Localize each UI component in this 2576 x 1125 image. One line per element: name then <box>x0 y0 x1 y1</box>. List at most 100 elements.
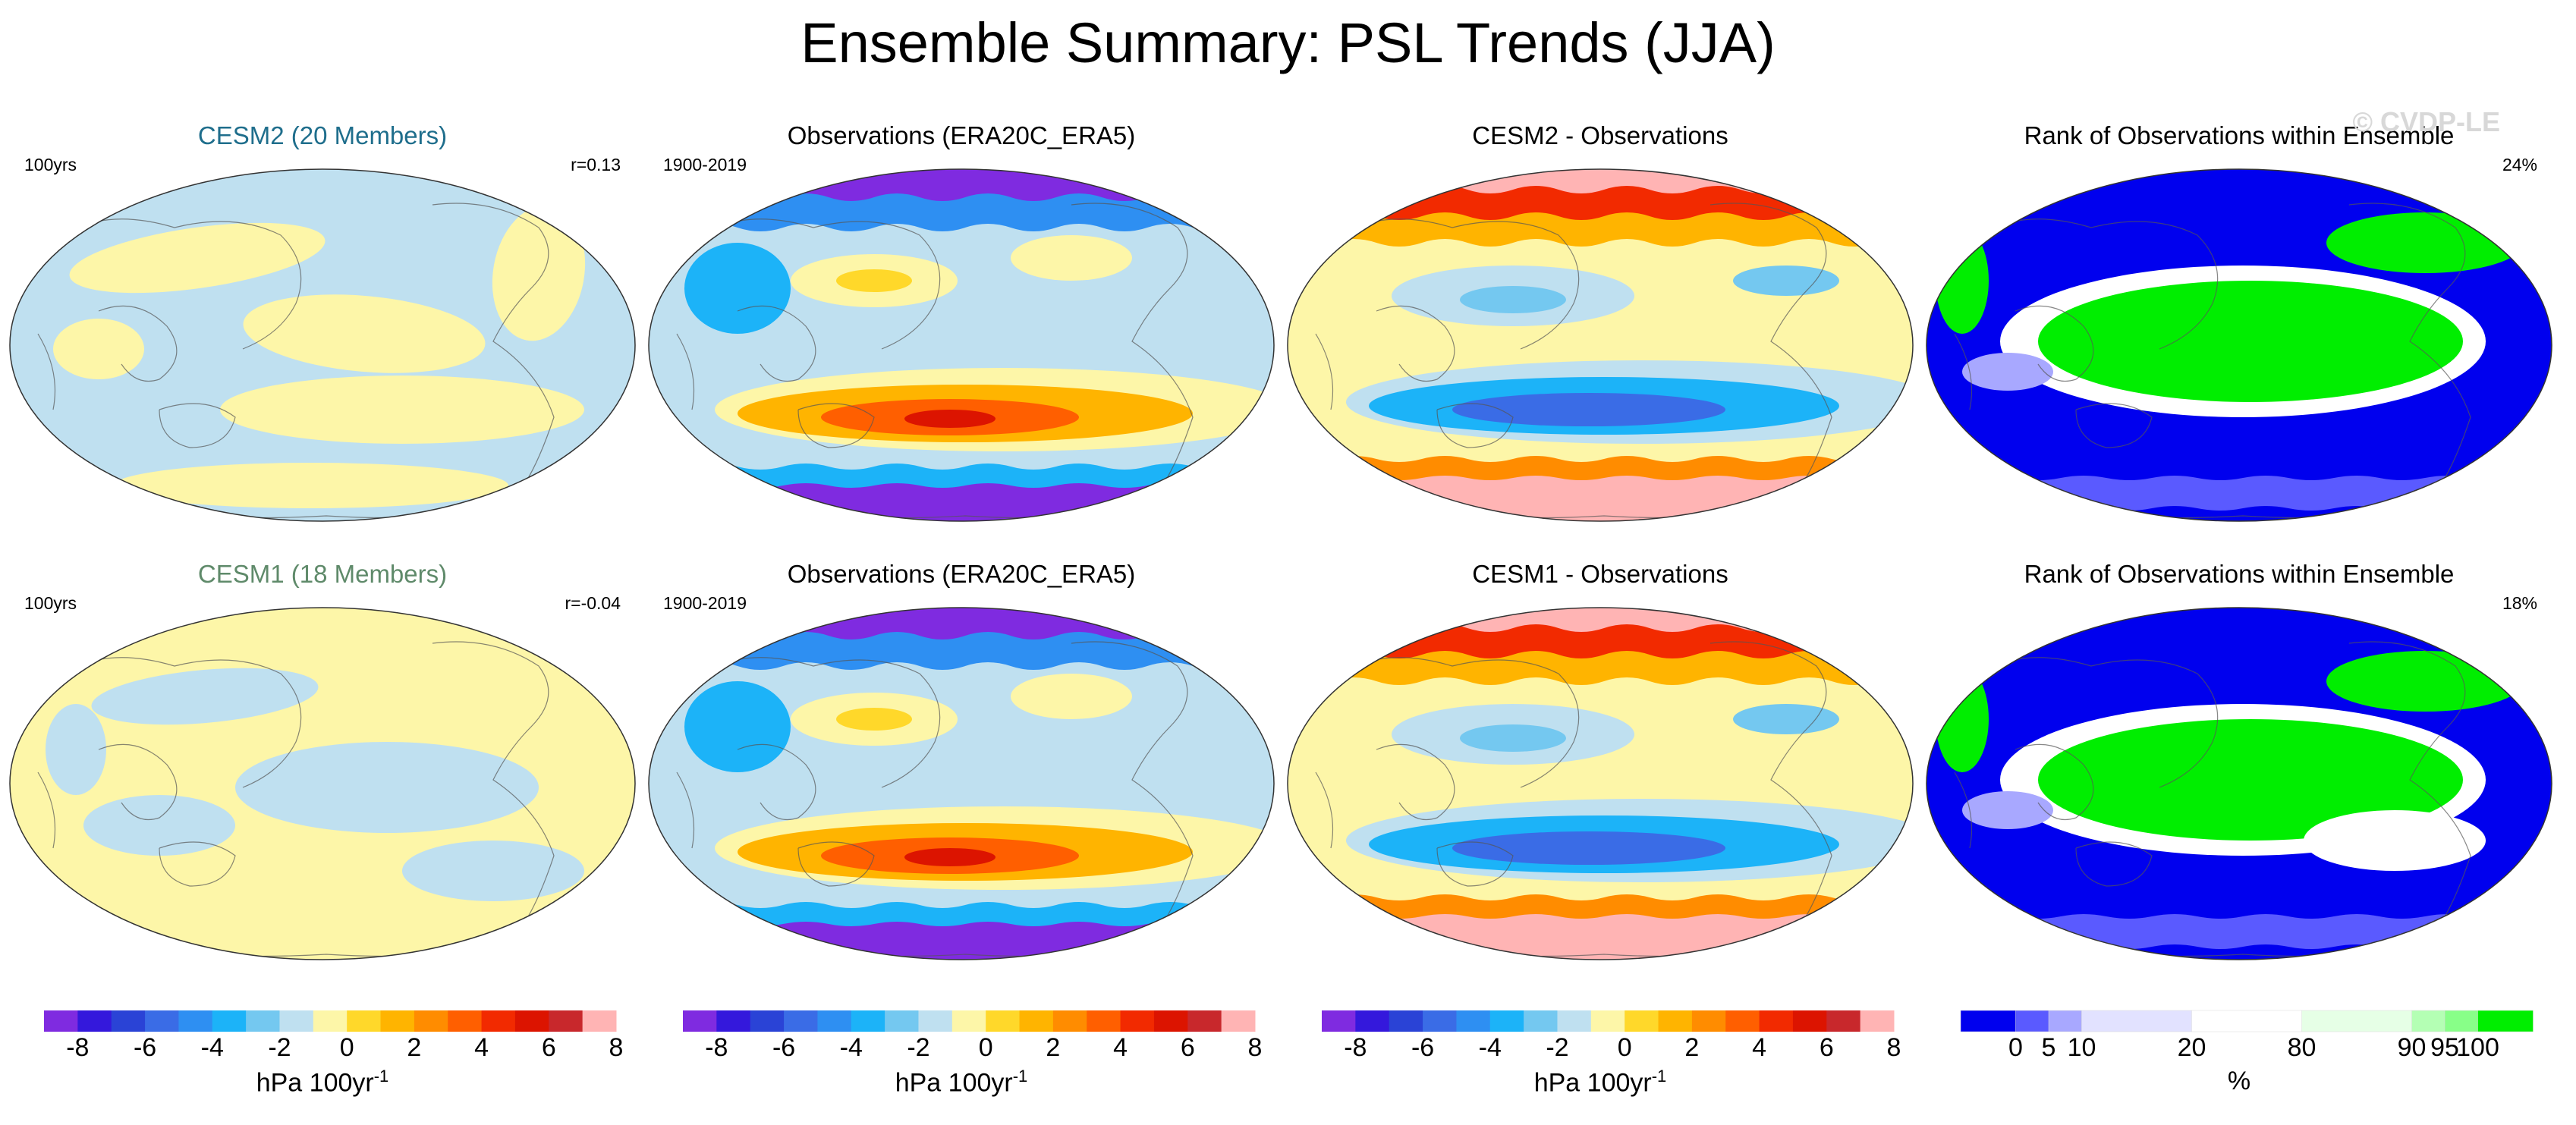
colorbar-swatch <box>851 1010 885 1032</box>
figure-title: Ensemble Summary: PSL Trends (JJA) <box>800 11 1776 74</box>
colorbar-swatch <box>784 1010 818 1032</box>
colorbar-tick-label: 4 <box>1113 1033 1128 1062</box>
colorbar-tick-label: 6 <box>1181 1033 1195 1062</box>
coastline-2 <box>797 841 875 887</box>
coastline-0 <box>1969 657 2219 788</box>
colorbar-swatch <box>2411 1010 2445 1032</box>
field-band-midlat-south-peak <box>904 410 995 428</box>
colorbar-swatch <box>313 1010 348 1032</box>
colorbar-swatch <box>1625 1010 1659 1032</box>
panel-title: Observations (ERA20C_ERA5) <box>787 121 1136 149</box>
coastline-5 <box>37 771 56 849</box>
colorbar-tick-label: -4 <box>1479 1033 1502 1062</box>
coastline-1 <box>1376 743 1455 821</box>
field-region-west-land <box>1936 228 1989 334</box>
colorbar-swatch <box>716 1010 751 1032</box>
colorbar-swatch <box>145 1010 179 1032</box>
coastline-4 <box>1116 620 1194 629</box>
field-region-indian-ocean <box>83 795 235 856</box>
colorbar-swatch <box>1052 1010 1087 1032</box>
colorbar-tick-label: 4 <box>1752 1033 1766 1062</box>
coastline-4 <box>477 620 555 629</box>
colorbar-swatch <box>2301 1010 2413 1032</box>
field-region-central-pacific <box>243 294 486 373</box>
map-rank-1 <box>1926 168 2552 522</box>
coastline-5 <box>676 771 695 849</box>
colorbar-tick-label: -2 <box>1546 1033 1568 1062</box>
coastline-1 <box>2015 305 2094 382</box>
colorbar-tick-label: 0 <box>340 1033 354 1062</box>
colorbar-swatch <box>2015 1010 2049 1032</box>
colorbar-swatch <box>986 1010 1021 1032</box>
colorbar-swatch <box>1389 1010 1423 1032</box>
colorbar-tick-label: 6 <box>1820 1033 1834 1062</box>
colorbar-swatch <box>212 1010 247 1032</box>
panel-title: Rank of Observations within Ensemble <box>2024 121 2455 149</box>
field-band-midlat-south-core <box>1452 831 1725 865</box>
colorbar-trend-1-swatches: -8 -6 -4 -2 0 2 4 6 8 <box>44 1010 623 1062</box>
coastline-0 <box>1330 657 1580 788</box>
panel-title: CESM2 (20 Members) <box>197 121 448 149</box>
colorbar-tick-label: 4 <box>474 1033 489 1062</box>
coastline-1 <box>737 305 816 382</box>
field-region-pacific-high-rank <box>2038 281 2463 402</box>
panel-left-note: 1900-2019 <box>663 593 747 613</box>
colorbar-tick-label: 0 <box>2008 1033 2023 1062</box>
colorbar-swatch <box>1860 1010 1895 1032</box>
colorbar-swatch <box>951 1010 986 1032</box>
colorbar-unit: hPa 100yr-1 <box>646 1067 1276 1098</box>
map-outline <box>1926 607 2552 960</box>
coastline-0 <box>1969 218 2219 350</box>
colorbar-swatch <box>2081 1010 2193 1032</box>
colorbar-swatch <box>347 1010 382 1032</box>
panel-cesm1-diff: CESM1 - Observations <box>1285 560 1915 985</box>
field-region-west-land <box>1936 666 1989 772</box>
coastline-1 <box>98 305 178 382</box>
field-region-south-pacific <box>220 376 584 444</box>
colorbar-tick-label: 2 <box>407 1033 421 1062</box>
field-region-indian-ocean <box>53 319 144 379</box>
colorbar-unit-exp: -1 <box>1651 1067 1667 1086</box>
colorbar-tick-label: 80 <box>2288 1033 2317 1062</box>
colorbar-unit-text: hPa 100yr <box>1533 1068 1652 1098</box>
colorbar-swatch <box>44 1010 78 1032</box>
field-band-southern-mid-rank <box>1926 476 2552 511</box>
panel-right-note: 24% <box>2502 155 2537 174</box>
panel-right-note: r=0.13 <box>571 155 621 174</box>
field-region-north-pacific-high <box>1011 235 1132 281</box>
colorbar-swatch <box>1456 1010 1491 1032</box>
colorbar-swatch <box>178 1010 213 1032</box>
colorbar-swatch <box>1557 1010 1592 1032</box>
colorbar-swatch <box>1322 1010 1356 1032</box>
coastline-5 <box>1315 333 1334 410</box>
map-observations-1 <box>648 168 1275 522</box>
colorbar-swatch <box>1019 1010 1054 1032</box>
field-region-north-pacific-high <box>1011 674 1132 719</box>
panel-cesm1-mean: CESM1 (18 Members) 100yrs r=-0.04 <box>8 560 637 985</box>
colorbar-swatch <box>2191 1010 2303 1032</box>
colorbar-tick-label: 8 <box>1887 1033 1901 1062</box>
field-region-subtropical-core <box>836 708 912 731</box>
coastline-3 <box>1071 203 1194 486</box>
map-outline <box>648 168 1275 522</box>
map-rank-2 <box>1926 607 2552 960</box>
colorbar-tick-label: -6 <box>772 1033 795 1062</box>
panel-left-note: 100yrs <box>24 155 77 174</box>
coastline-0 <box>1330 218 1580 350</box>
coastline-3 <box>432 203 555 486</box>
coastline-3 <box>2348 641 2471 925</box>
map-cesm2-mean <box>9 168 636 522</box>
colorbar-tick-label: 0 <box>1618 1033 1632 1062</box>
coastline-2 <box>797 403 875 448</box>
colorbar-swatch <box>1087 1010 1121 1032</box>
field-region-south-atlantic <box>2304 810 2486 871</box>
colorbar-tick-label: -2 <box>268 1033 291 1062</box>
coastline-1 <box>2015 743 2094 821</box>
colorbar-tick-label: 10 <box>2068 1033 2096 1062</box>
field-region-asia-low <box>684 243 791 334</box>
colorbar-swatch <box>582 1010 617 1032</box>
field-region-north-pacific <box>69 222 326 294</box>
field-band-antarctic-high <box>1288 476 1913 521</box>
colorbar-swatch <box>2444 1010 2479 1032</box>
